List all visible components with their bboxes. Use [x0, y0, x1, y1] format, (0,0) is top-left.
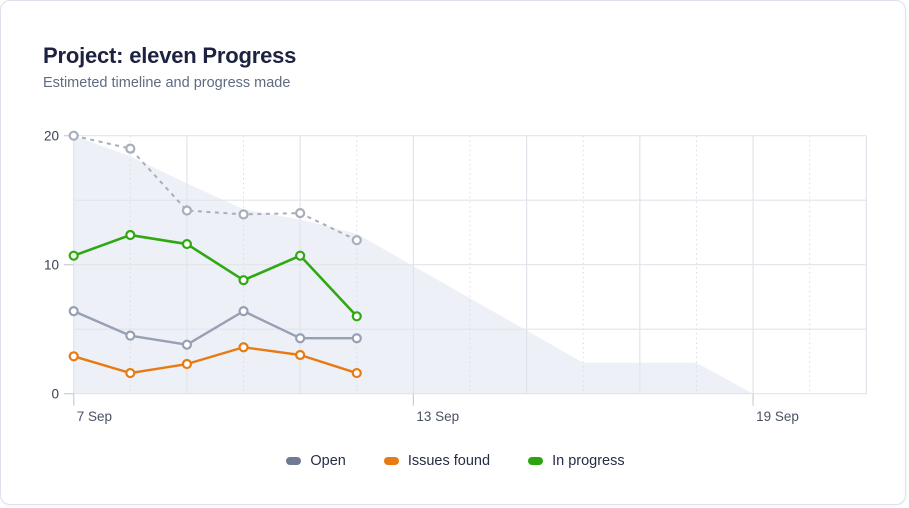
- x-axis-label: 7 Sep: [77, 409, 112, 424]
- data-point-in-progress: [68, 250, 79, 261]
- legend-item-issues-found[interactable]: Issues found: [383, 453, 491, 469]
- open-series-swatch-icon: [286, 457, 302, 465]
- data-point-open: [125, 330, 136, 341]
- page-subtitle: Estimeted timeline and progress made: [43, 75, 291, 91]
- series-line-in-progress: [73, 233, 358, 318]
- data-point-issues-found: [238, 342, 249, 353]
- data-point-estimated: [68, 130, 79, 141]
- data-point-in-progress: [125, 229, 136, 241]
- data-point-issues-found: [351, 367, 362, 379]
- data-point-open: [181, 339, 193, 350]
- data-point-issues-found: [295, 349, 306, 361]
- data-point-in-progress: [351, 311, 362, 322]
- data-point-open: [238, 306, 249, 317]
- series-line-estimated: [73, 134, 358, 242]
- legend-label: In progress: [552, 453, 625, 469]
- legend-label: Issues found: [407, 453, 491, 469]
- data-point-estimated: [351, 235, 362, 246]
- data-point-in-progress: [238, 275, 249, 286]
- y-axis-label: 0: [51, 386, 59, 401]
- data-point-issues-found: [125, 367, 136, 379]
- y-axis-label: 20: [44, 128, 59, 143]
- x-axis-label: 13 Sep: [416, 409, 459, 424]
- data-point-open: [295, 333, 306, 344]
- data-point-estimated: [238, 209, 249, 220]
- page-title: Project: eleven Progress: [43, 43, 297, 68]
- data-point-estimated: [181, 205, 193, 216]
- x-axis-label: 19 Sep: [756, 409, 799, 424]
- data-point-estimated: [295, 208, 306, 219]
- legend-item-open[interactable]: Open: [286, 453, 346, 469]
- series-line-issues-found: [73, 346, 358, 375]
- data-point-issues-found: [181, 358, 193, 370]
- data-point-estimated: [125, 143, 136, 154]
- data-point-issues-found: [68, 351, 79, 362]
- data-point-in-progress: [295, 250, 306, 261]
- legend-label: Open: [310, 453, 346, 469]
- chart-legend: Open Issues found In progress: [1, 449, 905, 473]
- issues-found-series-swatch-icon: [383, 457, 399, 465]
- data-point-in-progress: [181, 238, 193, 250]
- series-line-open: [73, 309, 357, 346]
- y-axis-label: 10: [44, 257, 59, 272]
- data-point-open: [351, 333, 362, 344]
- legend-item-in-progress[interactable]: In progress: [528, 453, 625, 469]
- in-progress-series-swatch-icon: [528, 457, 544, 465]
- data-point-open: [68, 306, 79, 317]
- timeline-chart: 0 10 20 7 Sep 13 Sep 19 Sep: [44, 128, 867, 424]
